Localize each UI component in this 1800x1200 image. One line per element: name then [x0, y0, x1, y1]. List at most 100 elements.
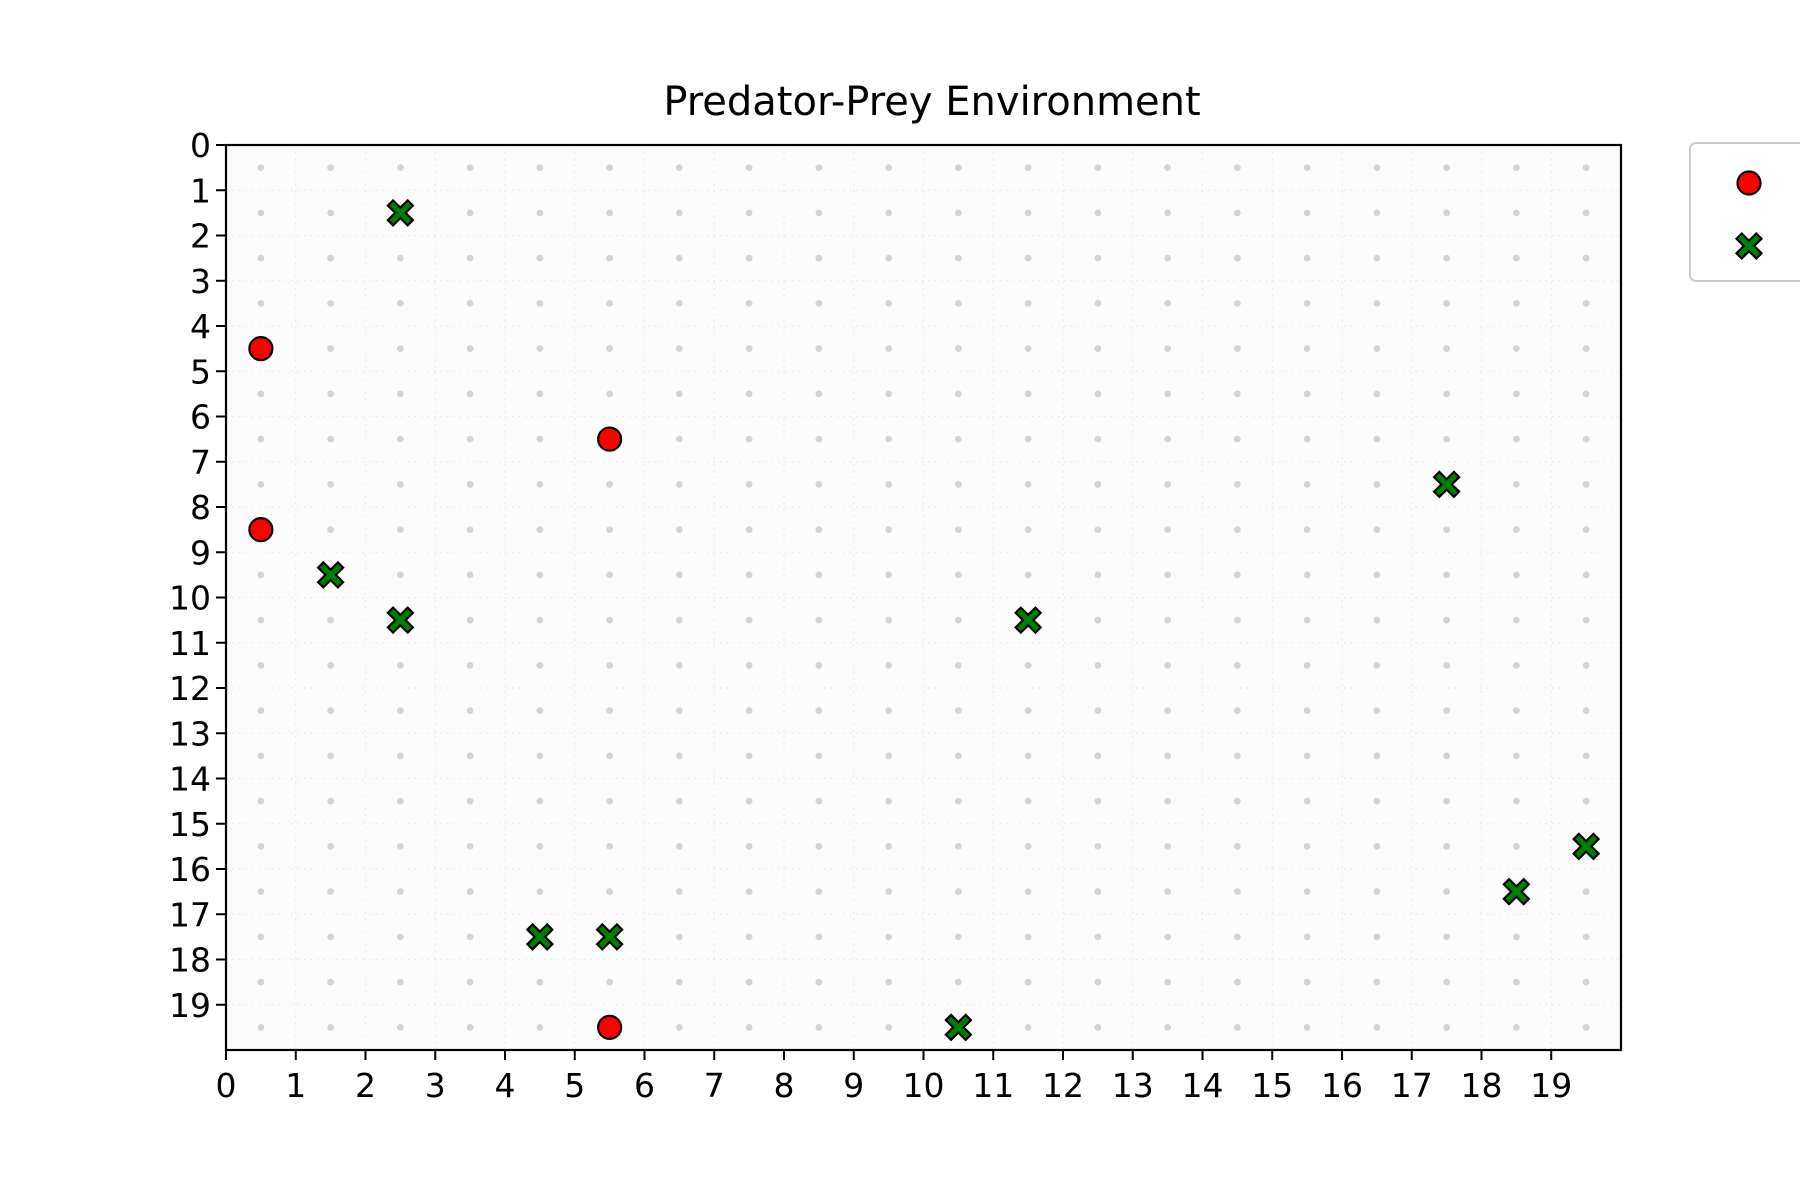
cell-dot: [1164, 345, 1172, 353]
cell-dot: [885, 390, 893, 398]
cell-dot: [327, 978, 335, 986]
x-tick-label-6: 6: [634, 1066, 655, 1105]
cell-dot: [1373, 435, 1381, 443]
series-1-point-0: [386, 198, 415, 227]
cell-dot: [1164, 752, 1172, 760]
cell-dot: [1024, 571, 1032, 579]
cell-dot: [1233, 797, 1241, 805]
cell-dot: [327, 933, 335, 941]
cell-dot: [745, 1023, 753, 1031]
cell-dot: [954, 345, 962, 353]
cell-dot: [885, 752, 893, 760]
cell-dot: [1094, 480, 1102, 488]
cell-dot: [1582, 390, 1590, 398]
cell-dot: [466, 345, 474, 353]
cell-dot: [745, 526, 753, 534]
cell-dot: [815, 842, 823, 850]
cell-dot: [1094, 526, 1102, 534]
cell-dot: [954, 978, 962, 986]
cell-dot: [466, 480, 474, 488]
cell-dot: [1233, 526, 1241, 534]
cell-dot: [815, 390, 823, 398]
cell-dot: [536, 661, 544, 669]
cell-dot: [257, 164, 265, 172]
cell-dot: [1233, 571, 1241, 579]
y-tick-label-0: 0: [190, 126, 211, 165]
cell-dot: [1024, 345, 1032, 353]
cell-dot: [885, 345, 893, 353]
cell-dot: [745, 842, 753, 850]
cell-dot: [536, 209, 544, 217]
cell-dot: [885, 616, 893, 624]
cell-dot: [1443, 797, 1451, 805]
cell-dot: [1164, 299, 1172, 307]
cell-dot: [1373, 526, 1381, 534]
cell-dot: [1094, 345, 1102, 353]
cell-dot: [1233, 978, 1241, 986]
cell-dot: [1443, 390, 1451, 398]
cell-dot: [675, 345, 683, 353]
cell-dot: [1373, 254, 1381, 262]
cell-dot: [257, 752, 265, 760]
cell-dot: [257, 933, 265, 941]
cell-dot: [1233, 164, 1241, 172]
cell-dot: [1303, 571, 1311, 579]
cell-dot: [745, 752, 753, 760]
cell-dot: [396, 842, 404, 850]
cell-dot: [1582, 978, 1590, 986]
cell-dot: [885, 707, 893, 715]
cell-dot: [1443, 933, 1451, 941]
cell-dot: [466, 842, 474, 850]
cell-dot: [1582, 164, 1590, 172]
cell-dot: [885, 209, 893, 217]
cell-dot: [466, 1023, 474, 1031]
cell-dot: [1443, 661, 1451, 669]
cell-dot: [815, 435, 823, 443]
cell-dot: [606, 978, 614, 986]
cell-dot: [954, 842, 962, 850]
cell-dot: [466, 797, 474, 805]
cell-dot: [675, 1023, 683, 1031]
y-tick-label-18: 18: [169, 941, 211, 980]
cell-dot: [1024, 707, 1032, 715]
cell-dot: [1512, 254, 1520, 262]
cell-dot: [396, 797, 404, 805]
cell-dot: [745, 707, 753, 715]
cell-dot: [606, 480, 614, 488]
series-0: [248, 336, 623, 1040]
cell-dot: [396, 164, 404, 172]
cell-dot: [1164, 661, 1172, 669]
cell-dot: [1094, 797, 1102, 805]
cell-dot: [1582, 299, 1590, 307]
cell-dot: [745, 797, 753, 805]
cell-dot: [257, 435, 265, 443]
cell-dot: [327, 480, 335, 488]
cell-dot: [1233, 390, 1241, 398]
cell-dot: [257, 1023, 265, 1031]
cell-dot: [745, 164, 753, 172]
cell-dot: [327, 661, 335, 669]
cell-dot: [1094, 435, 1102, 443]
x-tick-label-2: 2: [355, 1066, 376, 1105]
x-tick-label-10: 10: [903, 1066, 945, 1105]
cell-dot: [327, 842, 335, 850]
cell-dot: [536, 390, 544, 398]
cell-dot: [815, 480, 823, 488]
cell-dot: [745, 209, 753, 217]
cell-dot: [1233, 299, 1241, 307]
cell-dot: [536, 707, 544, 715]
cell-dot: [1373, 842, 1381, 850]
cell-dot: [1094, 978, 1102, 986]
cell-dot: [885, 164, 893, 172]
cell-dot: [885, 480, 893, 488]
cell-dot: [954, 707, 962, 715]
cell-dot: [675, 752, 683, 760]
cell-dot: [1582, 209, 1590, 217]
cell-dot: [466, 254, 474, 262]
cell-dot: [606, 661, 614, 669]
cell-dot: [1582, 616, 1590, 624]
y-tick-label-17: 17: [169, 895, 211, 934]
cell-dot: [815, 299, 823, 307]
cell-dot: [1164, 526, 1172, 534]
cell-dot: [1512, 209, 1520, 217]
